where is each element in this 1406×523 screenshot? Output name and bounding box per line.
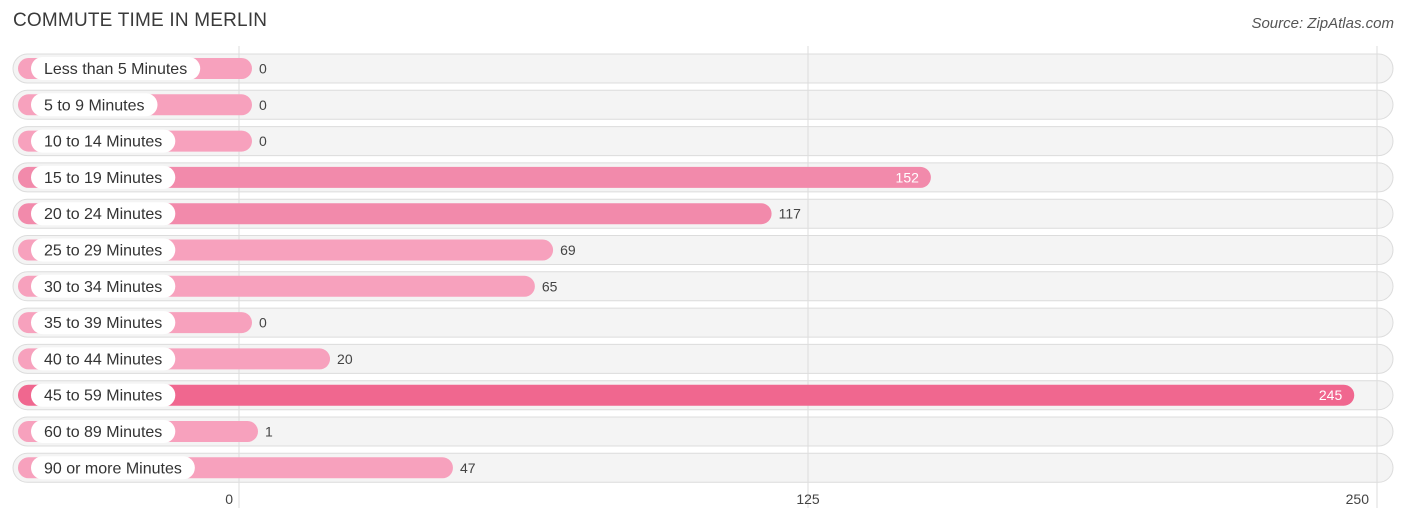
category-pill (31, 456, 195, 480)
category-pill (31, 93, 158, 117)
value-label: 20 (337, 351, 353, 367)
category-label: 25 to 29 Minutes (44, 243, 162, 260)
row-background (12, 416, 1394, 447)
category-pill (31, 347, 176, 371)
category-label: 15 to 19 Minutes (44, 170, 162, 187)
category-label: 5 to 9 Minutes (44, 97, 145, 114)
category-pill (31, 129, 176, 153)
x-tick-label: 125 (796, 491, 820, 507)
category-pill (31, 202, 176, 226)
value-label: 0 (259, 97, 267, 113)
category-pill (31, 57, 201, 80)
value-label: 0 (259, 133, 267, 149)
category-pill (31, 383, 176, 407)
value-label: 0 (259, 61, 267, 77)
category-pill (31, 165, 176, 189)
row-background (12, 126, 1394, 157)
category-pill (31, 274, 176, 298)
row-background (12, 343, 1394, 374)
row-background (12, 89, 1394, 120)
x-tick-label: 0 (225, 491, 233, 507)
bar (18, 203, 772, 225)
x-tick-label: 250 (1346, 491, 1370, 507)
value-label: 117 (779, 206, 802, 222)
value-label: 47 (460, 460, 476, 476)
category-label: 10 to 14 Minutes (44, 134, 162, 151)
category-label: 40 to 44 Minutes (44, 351, 162, 368)
source-label: Source: ZipAtlas.com (1251, 15, 1394, 32)
category-label: 60 to 89 Minutes (44, 424, 162, 441)
value-label: 1 (265, 424, 273, 440)
value-label: 69 (560, 242, 576, 258)
category-pill (31, 420, 176, 443)
category-pill (31, 238, 176, 262)
row-background (12, 53, 1394, 84)
category-label: 35 to 39 Minutes (44, 315, 162, 332)
category-label: 45 to 59 Minutes (44, 388, 162, 405)
value-label: 152 (896, 169, 920, 185)
bar (18, 166, 931, 188)
category-label: 90 or more Minutes (44, 460, 182, 477)
value-label: 245 (1319, 387, 1343, 403)
row-background (12, 307, 1394, 338)
value-label: 0 (259, 315, 267, 331)
category-pill (31, 311, 176, 335)
bar (18, 384, 1355, 406)
category-label: 20 to 24 Minutes (44, 206, 162, 223)
category-label: Less than 5 Minutes (44, 61, 187, 78)
value-label: 65 (542, 278, 558, 294)
category-label: 30 to 34 Minutes (44, 279, 162, 296)
chart-title: COMMUTE TIME IN MERLIN (13, 10, 268, 31)
